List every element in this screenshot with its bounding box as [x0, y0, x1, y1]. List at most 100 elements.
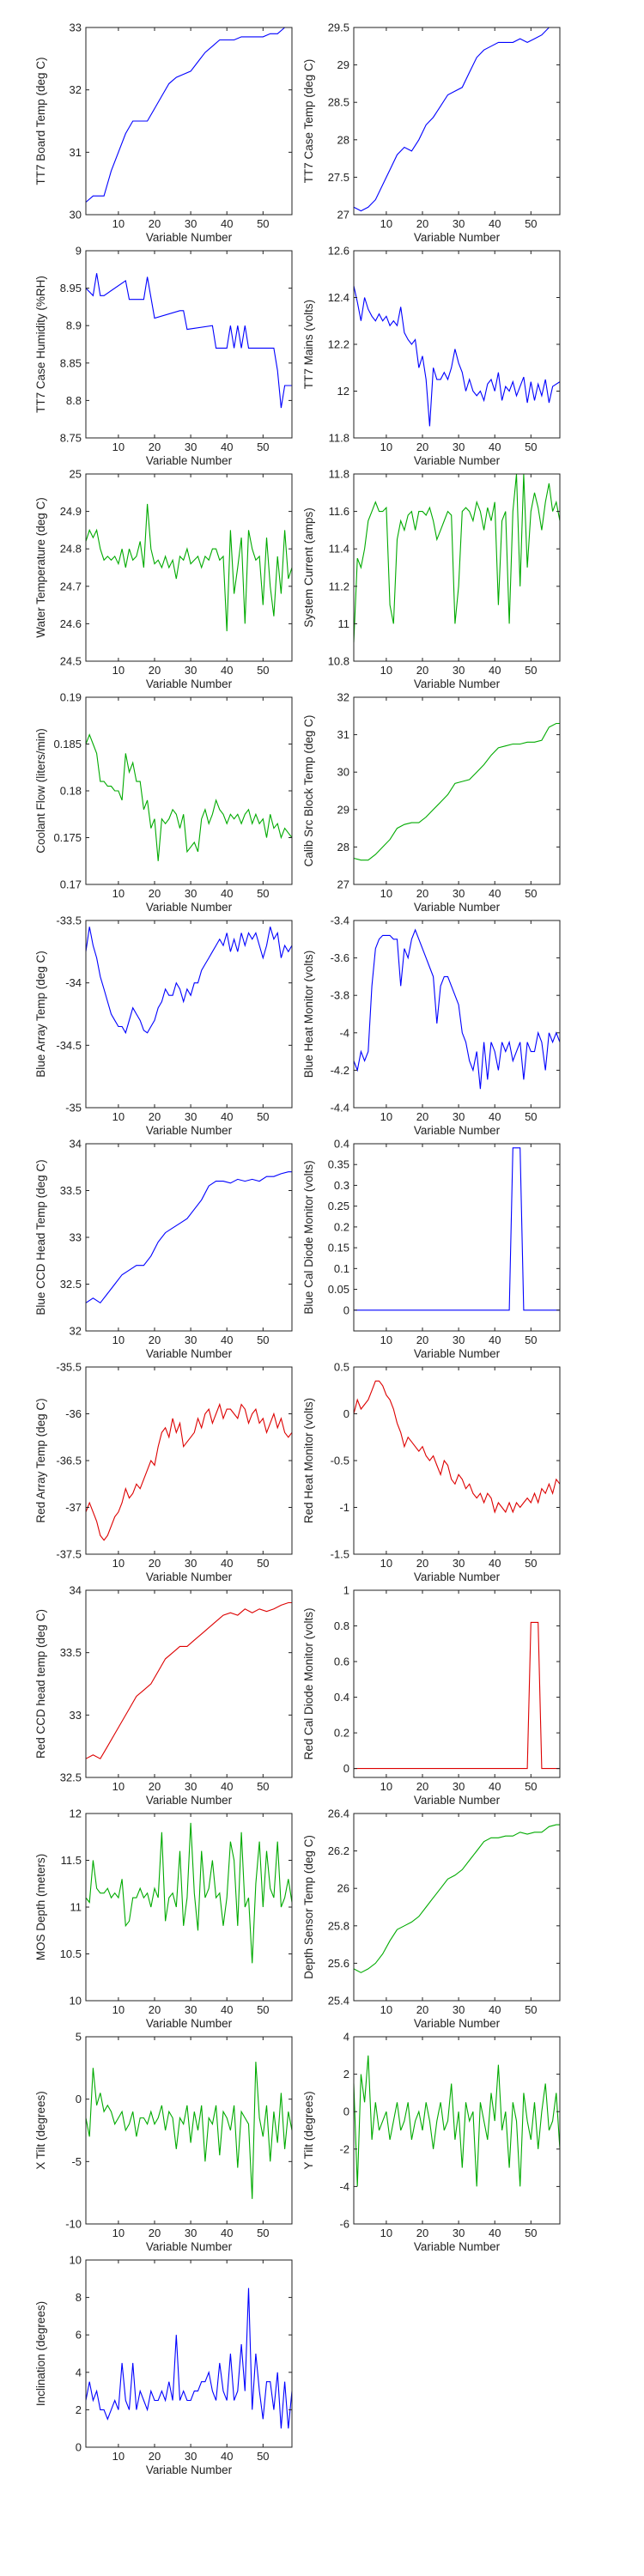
- series-line: [85, 2062, 293, 2199]
- y-tick-label: 0.18: [60, 785, 82, 798]
- x-axis-label: Variable Number: [146, 1794, 233, 1807]
- x-tick-label: 40: [221, 440, 233, 453]
- x-tick-label: 30: [453, 2227, 465, 2239]
- x-tick-label: 10: [112, 1557, 125, 1570]
- series-line: [354, 1147, 560, 1311]
- x-tick-label: 30: [185, 1780, 197, 1793]
- series-line: [353, 2055, 561, 2187]
- y-axis-label: TT7 Case Temp (deg C): [302, 59, 315, 184]
- x-tick-label: 10: [380, 1780, 392, 1793]
- chart-21: 10 20 30 40 50 0 2 4 6 8 10 Variable Number Inclinat…: [34, 2254, 293, 2476]
- x-tick-label: 40: [489, 217, 501, 230]
- x-tick-label: 10: [112, 2450, 125, 2463]
- series-line: [353, 27, 560, 212]
- series-line: [353, 722, 560, 861]
- x-tick-label: 50: [257, 2003, 269, 2016]
- axes-frame: [353, 1366, 561, 1555]
- x-tick-label: 50: [525, 1110, 537, 1123]
- y-tick-label: 28.5: [328, 96, 349, 109]
- x-tick-label: 40: [221, 1557, 233, 1570]
- y-tick-label: -35.5: [56, 1361, 82, 1374]
- y-tick-label: -4: [339, 1026, 349, 1039]
- x-tick-label: 40: [221, 1780, 233, 1793]
- series-line: [85, 503, 293, 632]
- y-tick-label: 33: [70, 1231, 82, 1244]
- chart-20: 10 20 30 40 50 -6 -4 -2 0 2 4 Variable Number Y Tilt…: [302, 2031, 561, 2253]
- y-tick-label: 8.85: [60, 356, 82, 369]
- chart-17: 10 20 30 40 50 10 10.5 11 11.5 12 Variable Number M…: [34, 1807, 293, 2030]
- y-tick-label: 10.8: [328, 655, 349, 668]
- y-axis-label: Blue Cal Diode Monitor (volts): [302, 1160, 315, 1314]
- y-tick-label: 25.8: [328, 1919, 349, 1932]
- x-tick-label: 50: [257, 1110, 269, 1123]
- y-tick-label: 24.7: [60, 580, 82, 592]
- x-tick-label: 10: [380, 440, 392, 453]
- y-tick-label: 0.5: [334, 1361, 349, 1374]
- series-line: [353, 928, 561, 1090]
- x-tick-label: 40: [489, 664, 501, 677]
- y-tick-label: 11.5: [61, 1854, 82, 1867]
- y-axis-label: TT7 Board Temp (deg C): [34, 57, 47, 185]
- y-axis-label: Red Heat Monitor (volts): [302, 1398, 315, 1523]
- y-tick-label: 0.1: [334, 1262, 349, 1275]
- x-tick-label: 10: [112, 1110, 125, 1123]
- x-axis-label: Variable Number: [414, 2017, 501, 2030]
- x-tick-label: 30: [453, 1780, 465, 1793]
- x-tick-label: 30: [185, 440, 197, 453]
- x-tick-label: 30: [453, 440, 465, 453]
- y-axis-label: Calib Src Block Temp (deg C): [302, 715, 315, 867]
- x-axis-label: Variable Number: [146, 2017, 233, 2030]
- x-tick-label: 50: [257, 1334, 269, 1346]
- y-tick-label: 0: [343, 1303, 349, 1316]
- y-tick-label: 33: [70, 1709, 82, 1722]
- y-axis-label: Red Cal Diode Monitor (volts): [302, 1607, 315, 1759]
- x-axis-label: Variable Number: [414, 1794, 501, 1807]
- x-tick-label: 30: [185, 217, 197, 230]
- series-line: [85, 1171, 292, 1304]
- y-tick-label: 2: [76, 2403, 82, 2416]
- x-tick-label: 40: [489, 440, 501, 453]
- series-line: [85, 1601, 292, 1759]
- axes-frame: [85, 1589, 293, 1778]
- y-tick-label: 0.4: [334, 1691, 349, 1704]
- x-tick-label: 30: [185, 887, 197, 900]
- chart-14: 10 20 30 40 50 -1.5 -1 -0.5 0 0.5 Variable Number R…: [302, 1361, 561, 1583]
- y-tick-label: -3.4: [331, 914, 349, 927]
- y-tick-label: -35: [65, 1102, 82, 1115]
- y-tick-label: 0.6: [334, 1656, 349, 1668]
- series-line: [353, 473, 561, 643]
- x-tick-label: 40: [489, 887, 501, 900]
- x-tick-label: 40: [221, 217, 233, 230]
- y-tick-label: 27.5: [328, 171, 349, 184]
- x-tick-label: 40: [221, 1334, 233, 1346]
- y-tick-label: 12: [337, 385, 349, 398]
- y-tick-label: -3.6: [331, 951, 349, 964]
- chart-13: 10 20 30 40 50 -37.5 -37 -36.5 -36 -35.5 Variable …: [34, 1361, 293, 1583]
- x-tick-label: 50: [257, 440, 269, 453]
- x-tick-label: 30: [453, 1557, 465, 1570]
- y-tick-label: 29: [337, 803, 349, 816]
- x-tick-label: 20: [149, 217, 161, 230]
- y-tick-label: 31: [337, 728, 349, 741]
- y-axis-label: Depth Sensor Temp (deg C): [302, 1835, 315, 1979]
- x-tick-label: 50: [525, 1334, 537, 1346]
- x-tick-label: 10: [112, 2227, 125, 2239]
- axes-frame: [353, 696, 561, 885]
- y-tick-label: 33.5: [60, 1184, 82, 1197]
- y-tick-label: 24.8: [60, 543, 82, 556]
- x-tick-label: 50: [257, 1557, 269, 1570]
- chart-18: 10 20 30 40 50 25.4 25.6 25.8 26 26.2 26.4 Variable…: [302, 1807, 561, 2030]
- x-tick-label: 10: [112, 887, 125, 900]
- y-tick-label: 12.4: [328, 291, 349, 304]
- y-axis-label: Y Tilt (degrees): [302, 2091, 315, 2169]
- x-axis-label: Variable Number: [414, 677, 501, 690]
- x-axis-label: Variable Number: [414, 901, 501, 914]
- x-tick-label: 20: [416, 1780, 428, 1793]
- x-tick-label: 20: [416, 887, 428, 900]
- axes-frame: [85, 473, 293, 662]
- x-tick-label: 50: [525, 2003, 537, 2016]
- y-tick-label: 12: [70, 1807, 82, 1820]
- y-tick-label: 11.8: [329, 432, 349, 445]
- y-tick-label: 11: [338, 617, 350, 630]
